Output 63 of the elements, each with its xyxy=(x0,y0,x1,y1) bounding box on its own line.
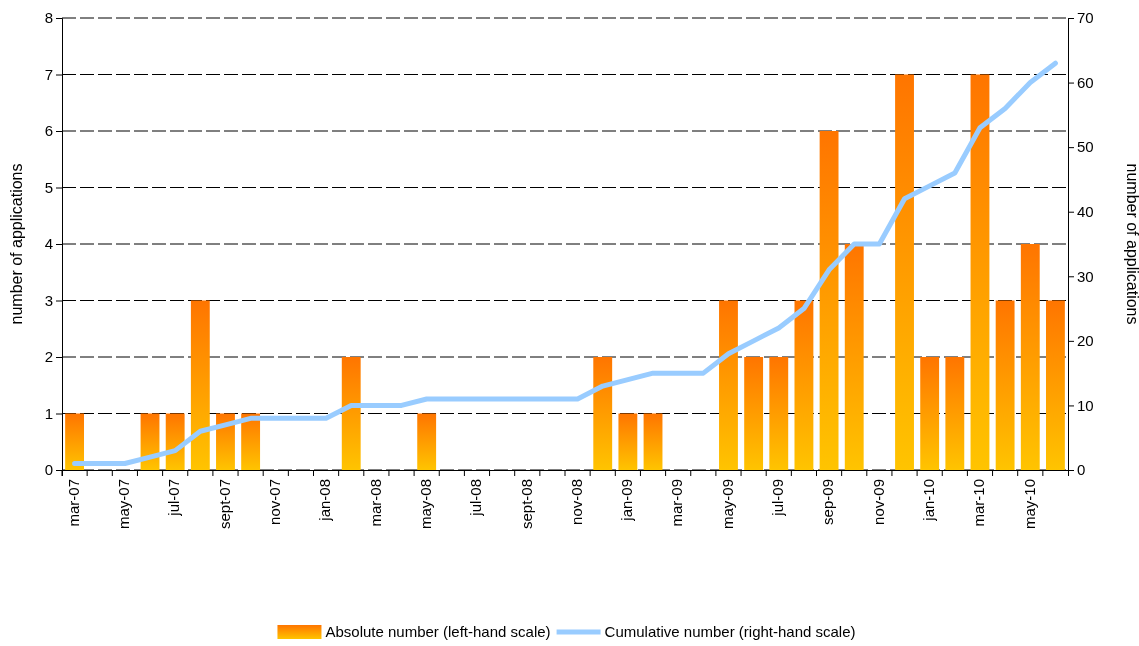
y2-tick-label: 50 xyxy=(1077,138,1094,156)
bar xyxy=(819,131,839,470)
x-tick-label: mar-09 xyxy=(668,479,686,527)
x-tick-label: sep-09 xyxy=(819,479,837,525)
bar xyxy=(1020,244,1040,470)
y2-tick-label: 20 xyxy=(1077,332,1094,350)
x-tick-label: jan-08 xyxy=(316,479,334,522)
bar xyxy=(65,413,85,470)
bar xyxy=(970,74,990,470)
y-tick-label: 8 xyxy=(44,9,53,27)
x-tick-label: nov-09 xyxy=(869,479,887,525)
bar xyxy=(769,357,789,470)
x-tick-label: may-10 xyxy=(1020,479,1038,530)
legend-label: Absolute number (left-hand scale) xyxy=(325,623,551,640)
y2-tick-label: 0 xyxy=(1077,461,1086,479)
y-tick-label: 1 xyxy=(44,404,53,422)
x-tick-label: sept-07 xyxy=(215,479,233,530)
x-tick-label: mar-10 xyxy=(970,479,988,527)
bar xyxy=(744,357,764,470)
y-tick-label: 4 xyxy=(44,235,53,253)
x-tick-label: jul-08 xyxy=(467,479,485,517)
bar xyxy=(995,300,1015,470)
y2-tick-label: 60 xyxy=(1077,73,1094,91)
bar xyxy=(190,300,210,470)
bar xyxy=(1045,300,1065,470)
y2-tick-label: 40 xyxy=(1077,203,1094,221)
y-tick-label: 2 xyxy=(44,348,53,366)
x-tick-label: jan-09 xyxy=(618,479,636,522)
bar xyxy=(618,413,638,470)
x-tick-label: mar-07 xyxy=(64,479,82,527)
y2-tick-label: 10 xyxy=(1077,396,1094,414)
x-tick-label: nov-08 xyxy=(567,479,585,525)
y-tick-label: 7 xyxy=(44,65,53,83)
bar xyxy=(844,244,864,470)
y2-tick-label: 30 xyxy=(1077,267,1094,285)
bar xyxy=(417,413,437,470)
y-tick-label: 0 xyxy=(44,461,53,479)
y-tick-label: 6 xyxy=(44,122,53,140)
x-tick-label: nov-07 xyxy=(266,479,284,525)
y-tick-label: 5 xyxy=(44,178,53,196)
x-tick-label: may-07 xyxy=(115,479,133,530)
bar xyxy=(593,357,613,470)
bar xyxy=(895,74,914,470)
bar xyxy=(920,357,940,470)
x-tick-label: may-08 xyxy=(416,479,434,530)
bar xyxy=(719,300,738,470)
bar xyxy=(945,357,965,470)
legend-label: Cumulative number (right-hand scale) xyxy=(604,623,856,640)
x-tick-label: mar-08 xyxy=(366,479,384,527)
bar xyxy=(643,413,663,470)
y-tick-label: 3 xyxy=(44,291,53,309)
bar xyxy=(341,357,361,470)
y2-tick-label: 70 xyxy=(1077,9,1094,27)
x-tick-label: jul-09 xyxy=(769,479,787,517)
x-tick-label: jan-10 xyxy=(919,479,937,522)
y-axis-title: number of applications xyxy=(8,163,25,325)
x-tick-label: jul-07 xyxy=(165,479,183,517)
bar xyxy=(241,413,261,470)
x-tick-label: sept-08 xyxy=(517,479,535,530)
bar xyxy=(216,413,235,470)
bar xyxy=(794,300,814,470)
y2-axis-title: number of applications xyxy=(1124,163,1139,325)
x-tick-label: may-09 xyxy=(718,479,736,530)
